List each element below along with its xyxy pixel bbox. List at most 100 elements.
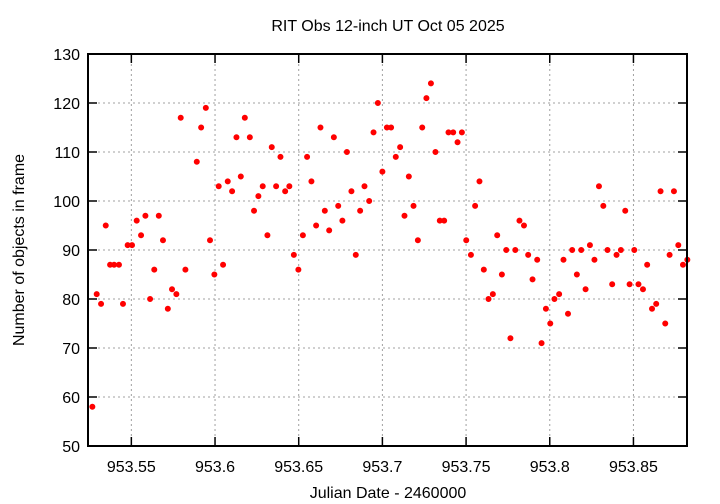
data-point (534, 256, 541, 263)
data-point (560, 256, 567, 263)
x-tick-label: 953.75 (442, 459, 491, 476)
x-tick-label: 953.55 (107, 459, 156, 476)
data-point (111, 261, 118, 268)
data-point (600, 202, 607, 209)
data-point (609, 281, 616, 288)
data-points (89, 80, 691, 410)
data-point (617, 246, 624, 253)
data-point (397, 144, 404, 151)
data-point (476, 178, 483, 185)
data-point (147, 295, 154, 302)
data-point (520, 222, 527, 229)
data-point (313, 222, 320, 229)
data-point (193, 158, 200, 165)
data-point (286, 183, 293, 190)
y-tick-label: 80 (62, 292, 80, 309)
data-point (401, 212, 408, 219)
data-point (573, 271, 580, 278)
data-point (388, 124, 395, 131)
data-point (666, 251, 673, 258)
data-point (467, 251, 474, 258)
data-point (198, 124, 205, 131)
data-point (133, 217, 140, 224)
data-point (159, 237, 166, 244)
data-point (644, 261, 651, 268)
data-point (670, 188, 677, 195)
data-point (321, 207, 328, 214)
data-point (326, 227, 333, 234)
data-point (142, 212, 149, 219)
data-point (220, 261, 227, 268)
x-tick-label: 953.7 (362, 459, 402, 476)
x-tick-label: 953.65 (274, 459, 323, 476)
data-point (538, 340, 545, 347)
data-point (151, 266, 158, 273)
data-point (330, 134, 337, 141)
data-point (410, 202, 417, 209)
data-point (138, 232, 145, 239)
data-point (366, 197, 373, 204)
chart-title: RIT Obs 12-inch UT Oct 05 2025 (271, 18, 504, 35)
data-point (480, 266, 487, 273)
data-point (119, 300, 126, 307)
data-point (224, 178, 231, 185)
x-axis-label: Julian Date - 2460000 (310, 485, 467, 502)
y-tick-label: 130 (53, 47, 80, 64)
data-point (657, 188, 664, 195)
data-point (551, 295, 558, 302)
data-point (264, 232, 271, 239)
x-tick-label: 953.8 (530, 459, 570, 476)
data-point (547, 320, 554, 327)
data-point (529, 276, 536, 283)
y-axis: 50 60 70 80 90 100 110 120 130 (53, 47, 687, 456)
y-tick-label: 50 (62, 439, 80, 456)
data-point (98, 300, 105, 307)
data-point (202, 104, 209, 111)
data-point (679, 261, 686, 268)
data-point (237, 173, 244, 180)
data-point (155, 212, 162, 219)
data-point (129, 242, 136, 249)
x-tick-label: 953.85 (609, 459, 658, 476)
data-point (251, 207, 258, 214)
data-point (450, 129, 457, 136)
data-point (304, 153, 311, 160)
data-point (463, 237, 470, 244)
data-point (649, 305, 656, 312)
x-axis: 953.55 953.6 953.65 953.7 953.75 953.8 953.85 (107, 54, 658, 476)
data-point (241, 114, 248, 121)
data-point (299, 232, 306, 239)
data-point (282, 188, 289, 195)
data-point (454, 139, 461, 146)
data-point (489, 291, 496, 298)
data-point (102, 222, 109, 229)
data-point (507, 335, 514, 342)
data-point (405, 173, 412, 180)
data-point (361, 183, 368, 190)
data-point (339, 217, 346, 224)
data-point (525, 251, 532, 258)
grid (88, 54, 687, 446)
data-point (586, 242, 593, 249)
data-point (290, 251, 297, 258)
y-tick-label: 90 (62, 243, 80, 260)
data-point (635, 281, 642, 288)
x-tick-label: 953.6 (195, 459, 235, 476)
y-tick-label: 60 (62, 390, 80, 407)
data-point (512, 246, 519, 253)
data-point (392, 153, 399, 160)
data-point (542, 305, 549, 312)
data-point (569, 246, 576, 253)
y-tick-label: 70 (62, 341, 80, 358)
data-point (662, 320, 669, 327)
data-point (268, 144, 275, 151)
data-point (246, 134, 253, 141)
data-point (639, 286, 646, 293)
data-point (419, 124, 426, 131)
y-axis-label: Number of objects in frame (11, 154, 28, 346)
plot-frame (87, 53, 688, 447)
data-point (207, 237, 214, 244)
data-point (604, 246, 611, 253)
data-point (277, 153, 284, 160)
data-point (357, 207, 364, 214)
